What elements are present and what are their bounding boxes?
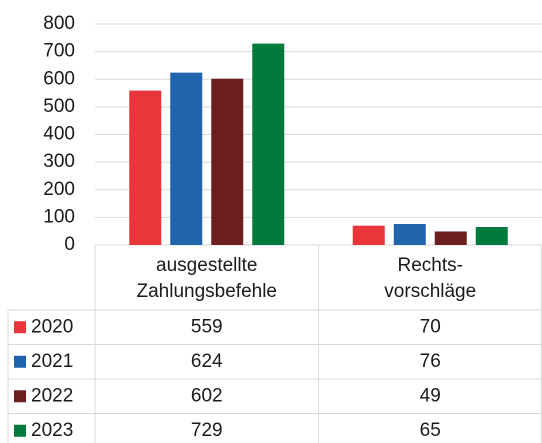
- legend-swatch: [14, 390, 26, 403]
- y-tick-label: 200: [43, 179, 75, 200]
- y-tick-label: 700: [43, 41, 75, 62]
- bar: [170, 72, 203, 246]
- y-tick-label: 0: [64, 234, 75, 255]
- legend-label: 2021: [31, 351, 73, 372]
- bar: [475, 227, 508, 245]
- legend-label: 2022: [31, 385, 73, 406]
- table-value: 70: [420, 316, 441, 337]
- legend-swatch: [14, 355, 26, 368]
- table-value: 76: [420, 351, 441, 372]
- category-label: ausgestellte: [156, 255, 257, 276]
- y-tick-label: 400: [43, 124, 75, 145]
- category-label: Rechts-: [398, 255, 463, 276]
- y-tick-label: 100: [43, 206, 75, 227]
- y-tick-label: 300: [43, 151, 75, 172]
- y-tick-label: 600: [43, 68, 75, 89]
- bar: [352, 225, 385, 245]
- table-value: 624: [191, 351, 223, 372]
- bar: [211, 78, 244, 245]
- legend-label: 2020: [31, 316, 73, 337]
- legend-label: 2023: [31, 420, 73, 441]
- table-value: 602: [191, 385, 223, 406]
- bar: [129, 90, 162, 245]
- y-tick-label: 800: [43, 13, 75, 34]
- bar: [393, 224, 426, 245]
- y-tick-label: 500: [43, 96, 75, 117]
- category-label: Zahlungsbefehle: [137, 281, 278, 302]
- bar: [434, 231, 467, 245]
- legend-swatch: [14, 321, 26, 334]
- table-value: 559: [191, 316, 223, 337]
- table-value: 65: [420, 420, 441, 441]
- legend-swatch: [14, 424, 26, 437]
- category-label: vorschläge: [384, 281, 476, 302]
- table-value: 729: [191, 420, 223, 441]
- table-value: 49: [420, 385, 441, 406]
- bar: [252, 43, 285, 245]
